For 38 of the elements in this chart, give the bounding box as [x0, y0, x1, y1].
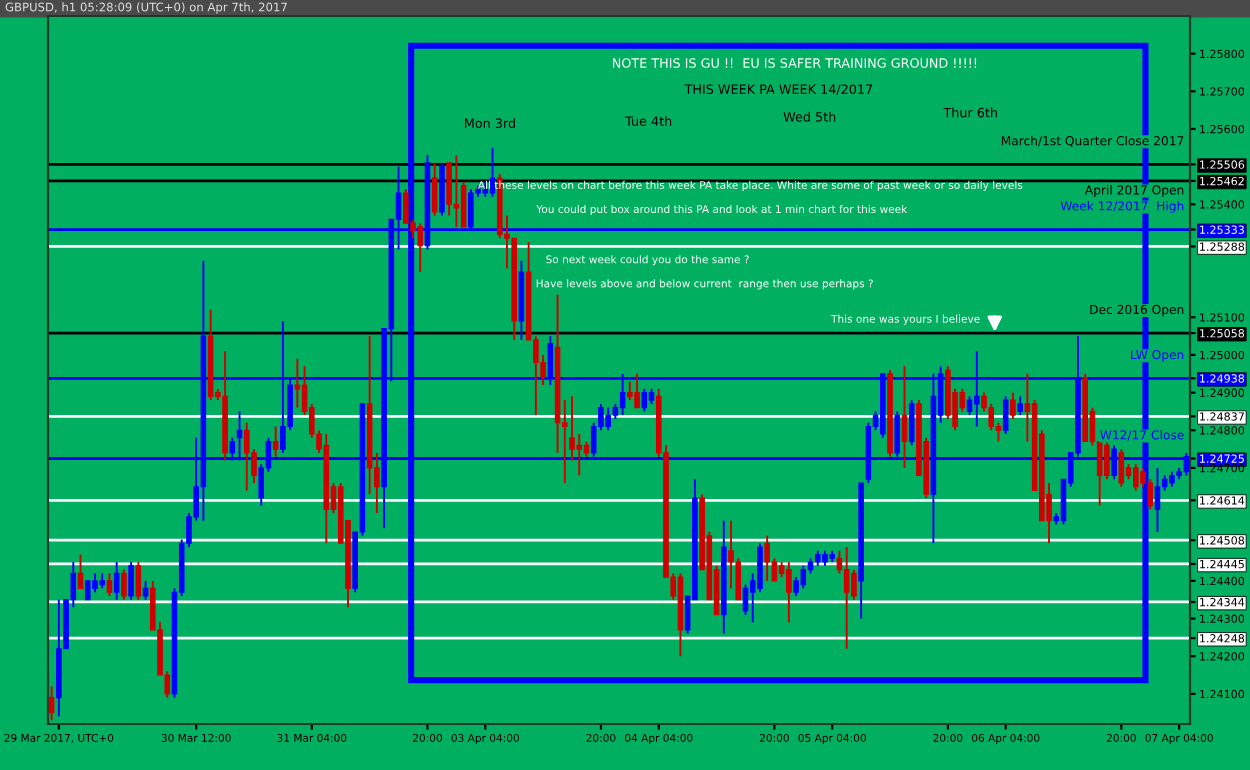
- candlestick: [1118, 448, 1125, 488]
- candlestick: [113, 561, 120, 601]
- candlestick: [1154, 466, 1161, 533]
- candlestick: [431, 161, 438, 217]
- candlestick: [439, 161, 445, 217]
- candlestick: [460, 180, 467, 228]
- candlestick: [77, 553, 84, 590]
- candlestick: [1132, 463, 1139, 492]
- candlestick: [142, 579, 149, 601]
- candlestick: [1017, 395, 1023, 417]
- candlestick: [121, 568, 127, 601]
- candlestick: [576, 433, 583, 477]
- candlestick: [294, 357, 301, 409]
- candlestick: [966, 395, 973, 417]
- candlestick: [1104, 440, 1110, 481]
- candlestick: [84, 579, 91, 601]
- candlestick: [135, 561, 142, 601]
- candlestick: [800, 564, 807, 590]
- candlestick: [764, 534, 770, 582]
- candlestick: [742, 583, 749, 616]
- candlestick: [243, 421, 250, 492]
- candlestick: [843, 546, 850, 650]
- candlestick: [1010, 391, 1016, 420]
- candlestick: [92, 572, 98, 594]
- candlestick: [48, 685, 55, 722]
- candlestick: [908, 399, 915, 447]
- candlestick: [634, 372, 640, 409]
- candlestick: [106, 572, 113, 597]
- candlestick: [128, 561, 134, 601]
- candlestick: [453, 154, 460, 228]
- candlestick: [641, 387, 648, 413]
- candlestick: [786, 561, 792, 624]
- candlestick: [272, 425, 279, 458]
- candlestick: [1002, 395, 1009, 435]
- candlestick: [605, 406, 611, 432]
- candlestick: [489, 146, 496, 198]
- candlestick: [627, 380, 633, 402]
- candlestick: [417, 222, 424, 274]
